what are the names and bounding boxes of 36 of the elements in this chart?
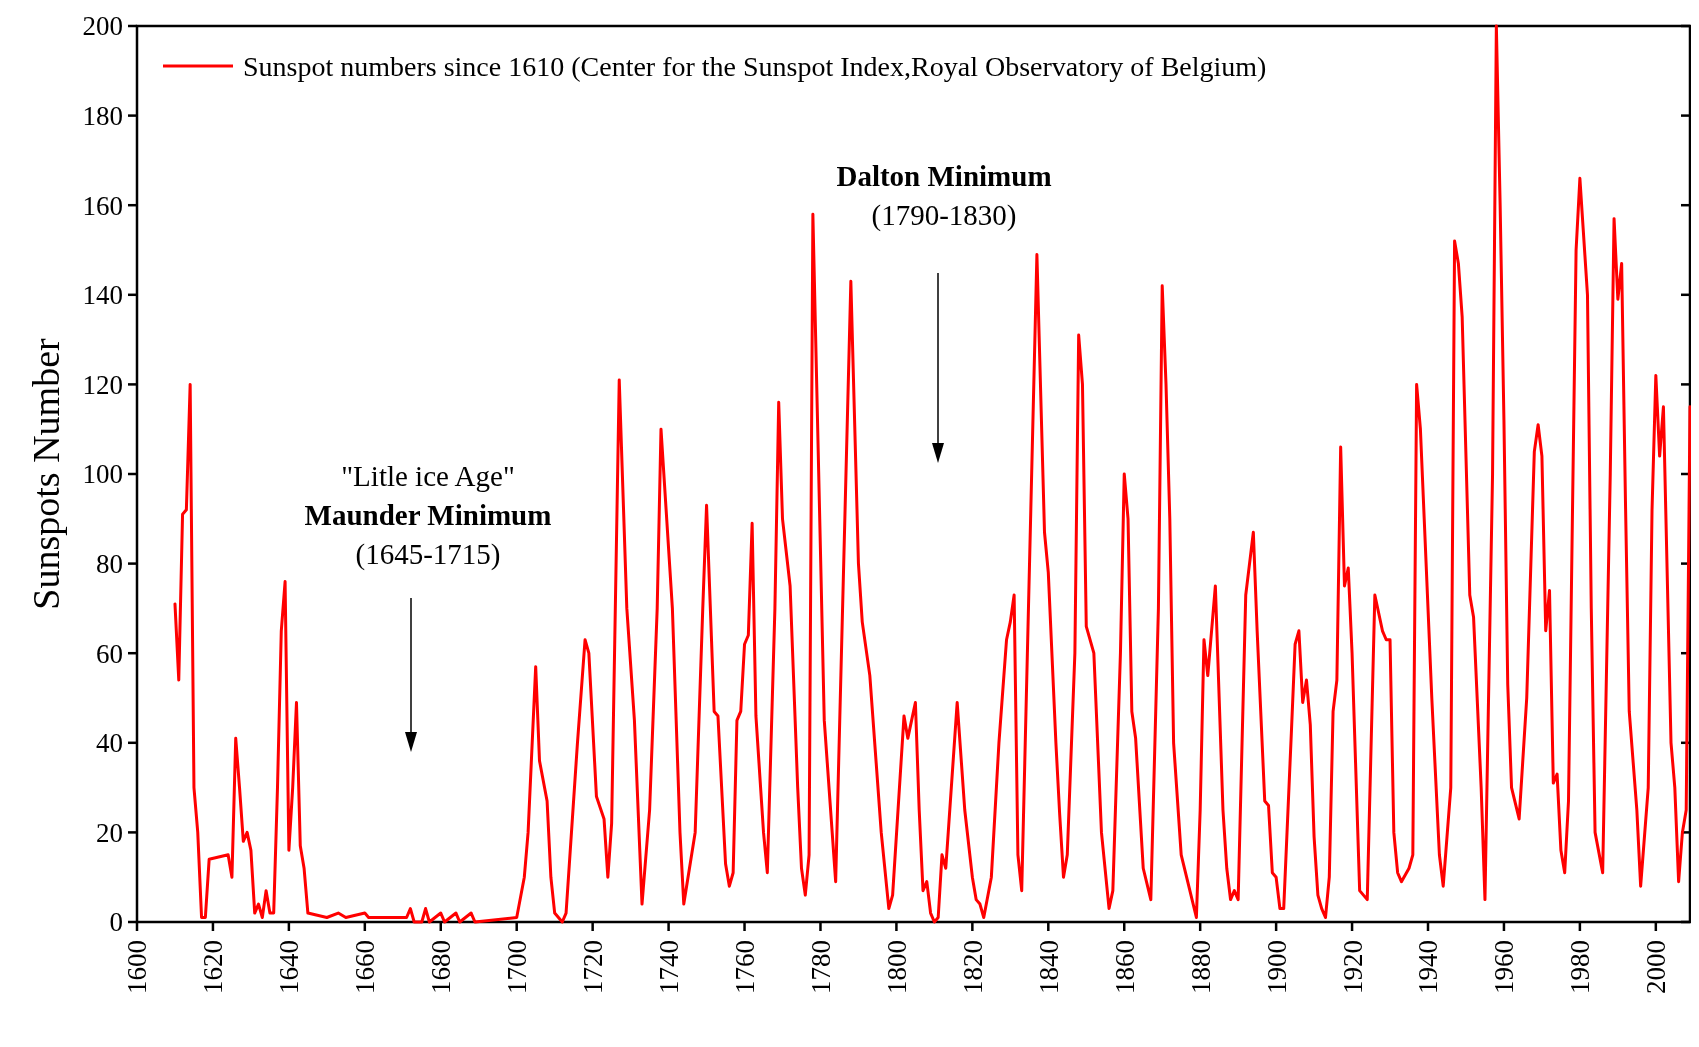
x-tick-label: 2000 — [1641, 940, 1672, 994]
y-tick-label: 120 — [82, 369, 123, 400]
annotation: "Litle ice Age" Maunder Minimum (1645-1715) — [304, 460, 552, 571]
x-tick-label: 1600 — [122, 940, 153, 994]
x-tick-label: 1980 — [1565, 940, 1596, 994]
y-tick-label: 80 — [96, 549, 123, 580]
y-tick-label: 160 — [82, 190, 123, 221]
x-tick-label: 1800 — [881, 940, 912, 994]
y-tick-label: 60 — [96, 638, 123, 669]
legend-label: Sunspot numbers since 1610 (Center for the Sunspot Index,Royal Observatory of Belgium) — [243, 50, 1267, 82]
x-tick-label: 1880 — [1185, 940, 1216, 994]
y-tick-label: 40 — [96, 728, 123, 759]
y-tick-label: 200 — [82, 11, 123, 42]
y-axis-title: Sunspots Number — [25, 338, 68, 610]
x-tick-label: 1720 — [578, 940, 609, 994]
x-tick-label: 1940 — [1413, 940, 1444, 994]
annotation: Dalton Minimum (1790-1830) — [836, 160, 1052, 232]
x-tick-label: 1840 — [1033, 940, 1064, 994]
x-tick-label: 1680 — [426, 940, 457, 994]
x-tick-label: 1860 — [1109, 940, 1140, 994]
x-tick-label: 1920 — [1337, 940, 1368, 994]
x-tick-label: 1740 — [654, 940, 685, 994]
y-tick-label: 0 — [109, 907, 123, 938]
x-tick-label: 1640 — [274, 940, 305, 994]
x-tick-label: 1760 — [729, 940, 760, 994]
x-tick-label: 1960 — [1489, 940, 1520, 994]
y-tick-label: 140 — [82, 280, 123, 311]
x-tick-label: 1660 — [350, 940, 381, 994]
y-tick-label: 180 — [82, 101, 123, 132]
x-tick-label: 1900 — [1261, 940, 1292, 994]
x-tick-label: 1620 — [198, 940, 229, 994]
y-tick-label: 20 — [96, 817, 123, 848]
x-tick-label: 1780 — [805, 940, 836, 994]
x-tick-label: 1820 — [957, 940, 988, 994]
x-tick-label: 1700 — [502, 940, 533, 994]
y-tick-label: 100 — [82, 459, 123, 490]
